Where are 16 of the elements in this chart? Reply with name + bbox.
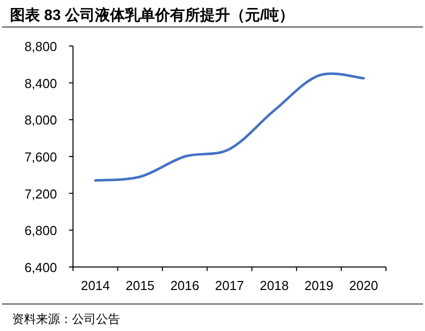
x-tick-label: 2017 <box>215 278 244 293</box>
x-tick-label: 2020 <box>349 278 378 293</box>
y-tick-label: 6,400 <box>24 260 57 275</box>
y-tick-label: 7,200 <box>24 186 57 202</box>
x-tick-label: 2019 <box>304 278 334 293</box>
x-tick-label: 2015 <box>126 278 155 293</box>
y-tick-label: 8,000 <box>24 112 57 128</box>
y-tick-label: 7,600 <box>24 150 57 164</box>
text: 资料来源：公司公告 <box>12 312 120 326</box>
x-tick-label: 2018 <box>260 278 289 293</box>
chart-title: 图表 83 公司液体乳单价有所提升（元/吨） <box>10 6 294 24</box>
y-tick-label: 8,400 <box>24 76 57 91</box>
x-tick-label: 2014 <box>80 278 110 293</box>
x-tick-label: 2016 <box>170 278 200 293</box>
y-tick-label: 8,800 <box>24 39 57 54</box>
y-tick-label: 6,800 <box>24 223 57 238</box>
